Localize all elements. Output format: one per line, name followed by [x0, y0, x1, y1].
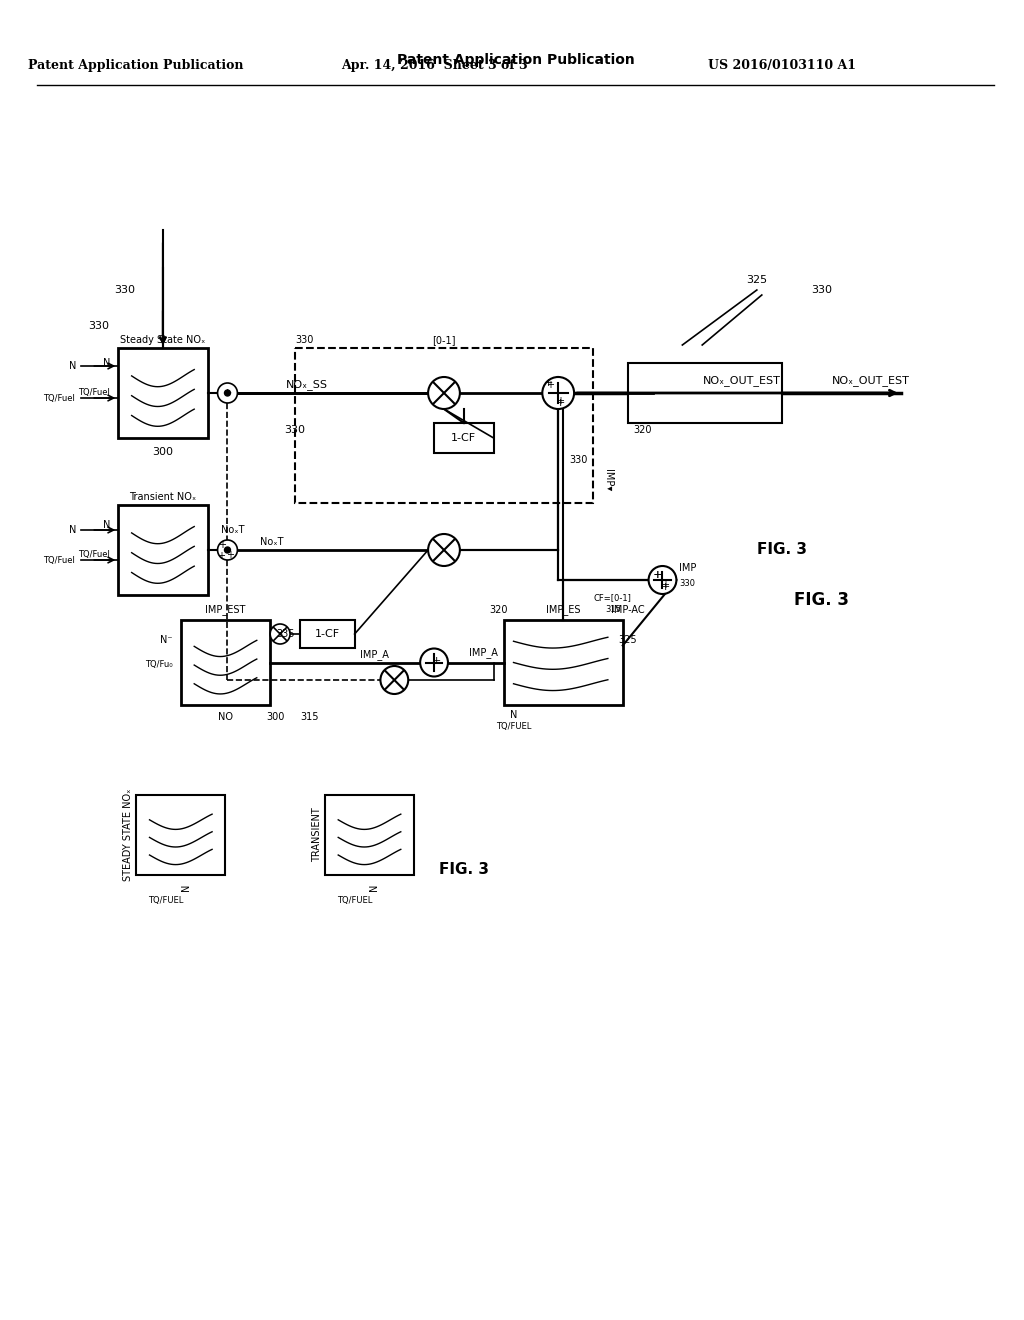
- Text: 330: 330: [114, 285, 135, 294]
- Text: N: N: [510, 710, 517, 719]
- Circle shape: [224, 546, 230, 553]
- Circle shape: [224, 389, 230, 396]
- Text: N: N: [70, 360, 77, 371]
- Bar: [118, 348, 208, 438]
- Text: NoₓT: NoₓT: [260, 537, 284, 546]
- Text: [0-1]: [0-1]: [432, 335, 456, 345]
- Text: IMP_A: IMP_A: [360, 649, 389, 660]
- Text: N: N: [181, 883, 190, 891]
- Bar: [300, 620, 354, 648]
- Text: IMP_EST: IMP_EST: [205, 605, 246, 615]
- Text: +: +: [217, 550, 225, 561]
- Circle shape: [270, 624, 290, 644]
- Text: N: N: [370, 883, 380, 891]
- Text: 1-CF: 1-CF: [314, 630, 340, 639]
- Bar: [295, 348, 593, 503]
- Text: IMP-AC: IMP-AC: [611, 605, 644, 615]
- Text: +: +: [653, 570, 663, 579]
- Bar: [504, 620, 623, 705]
- Circle shape: [217, 383, 238, 403]
- Text: 325: 325: [618, 635, 637, 645]
- Text: 320: 320: [489, 605, 508, 615]
- Text: N: N: [103, 358, 111, 368]
- Text: Apr. 14, 2016  Sheet 3 of 3: Apr. 14, 2016 Sheet 3 of 3: [341, 58, 527, 71]
- Text: 335: 335: [275, 630, 294, 639]
- Text: N: N: [103, 520, 111, 531]
- Text: +: +: [556, 396, 564, 407]
- Text: NoₓT: NoₓT: [221, 525, 244, 535]
- Text: TQ/Fuel: TQ/Fuel: [79, 388, 111, 397]
- Text: FIG. 3: FIG. 3: [794, 591, 849, 609]
- Text: 330: 330: [679, 579, 695, 589]
- Text: NOₓ_SS: NOₓ_SS: [286, 380, 328, 391]
- Circle shape: [428, 535, 460, 566]
- Text: TQ/FUEL: TQ/FUEL: [337, 895, 373, 904]
- Text: Steady State NOₓ: Steady State NOₓ: [120, 335, 206, 345]
- Text: IMP: IMP: [679, 564, 696, 573]
- Text: +: +: [653, 570, 662, 579]
- Text: Patent Application Publication: Patent Application Publication: [29, 58, 244, 71]
- Text: +: +: [431, 656, 440, 665]
- Text: Transient NOₓ: Transient NOₓ: [129, 492, 197, 502]
- Text: US 2016/0103110 A1: US 2016/0103110 A1: [708, 58, 856, 71]
- Text: 330: 330: [811, 285, 831, 294]
- Text: +: +: [544, 378, 553, 388]
- Text: +: +: [226, 550, 234, 560]
- Text: 320: 320: [634, 425, 652, 436]
- Text: IMP_A: IMP_A: [469, 647, 498, 657]
- Text: TQ/FUEL: TQ/FUEL: [496, 722, 531, 731]
- Circle shape: [648, 566, 677, 594]
- Text: 330: 330: [569, 455, 587, 465]
- Bar: [118, 506, 208, 595]
- Text: NOₓ_OUT_EST: NOₓ_OUT_EST: [833, 376, 910, 387]
- Text: +: +: [662, 579, 670, 590]
- Text: 315: 315: [301, 711, 319, 722]
- Circle shape: [381, 667, 409, 694]
- Bar: [325, 795, 414, 875]
- Bar: [434, 422, 494, 453]
- Text: 315: 315: [605, 606, 621, 615]
- Circle shape: [543, 378, 574, 409]
- Text: N⁻: N⁻: [161, 635, 173, 645]
- Text: +: +: [660, 582, 670, 591]
- Text: +: +: [223, 388, 232, 399]
- Text: CF=[0-1]: CF=[0-1]: [594, 594, 632, 602]
- Text: +: +: [555, 399, 565, 408]
- Circle shape: [428, 378, 460, 409]
- Text: 330: 330: [296, 335, 314, 345]
- Circle shape: [217, 540, 238, 560]
- Text: FIG. 3: FIG. 3: [757, 543, 807, 557]
- Text: 330: 330: [88, 321, 109, 331]
- Text: TQ/FUEL: TQ/FUEL: [148, 895, 183, 904]
- Text: IMP▾: IMP▾: [603, 469, 613, 491]
- Text: NOₓ_OUT_EST: NOₓ_OUT_EST: [703, 376, 781, 387]
- Text: TQ/Fuel: TQ/Fuel: [43, 393, 75, 403]
- Bar: [136, 795, 225, 875]
- Text: TQ/Fuel: TQ/Fuel: [43, 556, 75, 565]
- Text: Patent Application Publication: Patent Application Publication: [396, 53, 635, 67]
- Text: IMP_ES: IMP_ES: [546, 605, 581, 615]
- Text: 330: 330: [285, 425, 305, 436]
- Text: +: +: [218, 540, 226, 550]
- Text: FIG. 3: FIG. 3: [439, 862, 488, 878]
- Text: 325: 325: [746, 275, 767, 285]
- Text: TQ/Fu₀: TQ/Fu₀: [145, 660, 173, 669]
- Text: TQ/Fuel: TQ/Fuel: [79, 550, 111, 560]
- Text: 300: 300: [153, 447, 173, 457]
- Text: N: N: [70, 525, 77, 535]
- Text: TRANSIENT: TRANSIENT: [312, 808, 322, 862]
- Text: +: +: [546, 380, 554, 389]
- Text: 300: 300: [266, 711, 285, 722]
- Bar: [181, 620, 270, 705]
- Text: STEADY STATE NOₓ: STEADY STATE NOₓ: [123, 789, 133, 882]
- Text: 1-CF: 1-CF: [452, 433, 476, 444]
- Circle shape: [420, 648, 447, 676]
- Bar: [628, 363, 781, 422]
- Text: NO: NO: [218, 711, 233, 722]
